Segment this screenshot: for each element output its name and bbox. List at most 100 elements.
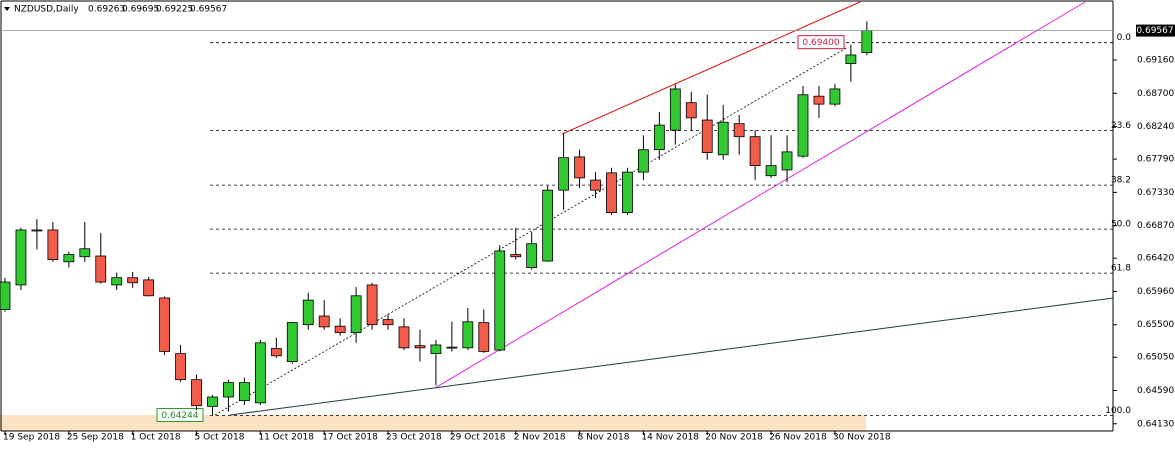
x-tick-label: 20 Nov 2018 — [705, 433, 763, 443]
candle-body — [669, 88, 681, 131]
fib-high-label: 0.69400 — [802, 38, 839, 48]
y-tick-label: 0.67330 — [1137, 188, 1174, 198]
y-tick-label: 0.68700 — [1137, 89, 1174, 99]
candle-body — [159, 297, 171, 352]
x-tick-label: 2 Nov 2018 — [514, 433, 566, 443]
candle-body — [701, 119, 713, 153]
candle-body — [430, 344, 442, 355]
x-tick-label: 1 Oct 2018 — [131, 433, 181, 443]
candle-body — [510, 254, 522, 258]
candle-body — [31, 229, 43, 232]
candle-body — [813, 95, 825, 105]
menu-arrow[interactable] — [4, 7, 10, 11]
y-tick-label: 0.66420 — [1137, 254, 1174, 264]
candle-body — [781, 151, 793, 171]
candle-body — [366, 284, 378, 326]
candle-body — [606, 172, 617, 214]
candle-body — [638, 149, 649, 173]
candle-body — [622, 171, 633, 214]
candle-body — [127, 277, 139, 284]
x-tick-label: 5 Oct 2018 — [195, 433, 245, 443]
candle-body — [79, 248, 91, 258]
candle-body — [749, 136, 761, 167]
x-tick-label: 30 Nov 2018 — [833, 433, 891, 443]
x-tick-label: 11 Oct 2018 — [258, 433, 314, 443]
x-tick-label: 8 Nov 2018 — [578, 433, 630, 443]
candle-body — [318, 315, 330, 328]
axes: 0.69160 0.68700 0.68240 0.67790 0.67330 0.668… — [1, 24, 1175, 443]
candle-body — [462, 321, 474, 349]
candle-body — [223, 382, 234, 398]
candle-body — [797, 94, 809, 157]
channel-line — [434, 1, 1086, 389]
candle-body — [143, 279, 155, 297]
x-tick-label: 19 Sep 2018 — [3, 433, 60, 443]
close: 0.69567 — [190, 5, 227, 15]
candle-body — [717, 121, 729, 156]
fib-label: 50.0 — [1111, 220, 1131, 230]
candle-body — [526, 243, 538, 268]
candle-body — [398, 326, 410, 349]
candle-body — [861, 30, 873, 53]
fib-low-box — [156, 408, 204, 423]
x-tick-label: 29 Oct 2018 — [450, 433, 506, 443]
low: 0.69225 — [156, 5, 193, 15]
candle-body — [685, 102, 697, 119]
fib-label: 61.8 — [1111, 264, 1131, 274]
candle-body — [95, 255, 107, 283]
symbol: NZDUSD,Daily — [14, 5, 79, 15]
candle-body — [558, 157, 569, 191]
fib-label: 23.6 — [1111, 121, 1131, 131]
candle-body — [207, 396, 218, 407]
channel-line — [561, 1, 861, 135]
y-tick-label: 0.68240 — [1137, 122, 1174, 132]
y-tick-label: 0.65050 — [1137, 353, 1174, 363]
candle-body — [765, 165, 777, 177]
candle-body — [238, 382, 250, 402]
x-tick-label: 17 Oct 2018 — [322, 433, 378, 443]
candle-body — [270, 348, 282, 357]
candle-body — [302, 299, 314, 326]
y-tick-label: 0.67790 — [1137, 155, 1174, 165]
open: 0.69263 — [88, 5, 125, 15]
fib-low-label: 0.64244 — [161, 411, 198, 421]
candle-body — [111, 277, 123, 286]
x-tick-label: 26 Nov 2018 — [769, 433, 827, 443]
candle-body — [47, 229, 59, 261]
y-tick-label: 0.64130 — [1137, 419, 1174, 429]
candle-body — [350, 295, 362, 334]
candle-body — [63, 254, 75, 263]
candle-body — [414, 345, 426, 349]
fib-label: 38.2 — [1111, 176, 1131, 186]
candle-body — [542, 189, 554, 262]
candle-body — [191, 379, 202, 407]
candle-body — [733, 123, 745, 138]
candles — [0, 21, 873, 416]
y-tick-label: 0.65500 — [1137, 320, 1174, 330]
candle-body — [254, 342, 266, 404]
price-box — [1136, 24, 1175, 37]
y-tick-label: 0.69160 — [1137, 56, 1174, 66]
candle-body — [15, 229, 27, 286]
candle-body — [845, 54, 857, 65]
x-tick-label: 25 Sep 2018 — [67, 433, 124, 443]
x-tick-label: 14 Nov 2018 — [641, 433, 699, 443]
candle-body — [494, 250, 506, 351]
candle-body — [286, 322, 298, 362]
candle-body — [382, 319, 394, 326]
candle-body — [590, 179, 601, 191]
candle-body — [574, 156, 585, 179]
candle-body — [446, 346, 458, 349]
candle-body — [175, 353, 186, 381]
y-tick-label: 0.64590 — [1137, 386, 1174, 396]
candle-body — [829, 88, 841, 105]
y-tick-label: 0.66870 — [1137, 221, 1174, 231]
candle-body — [334, 325, 346, 334]
high: 0.69695 — [122, 5, 159, 15]
y-tick-label: 0.65960 — [1137, 287, 1174, 297]
fib-zone — [0, 415, 866, 431]
candle-body — [0, 281, 11, 310]
fib-levels: 0.0 23.6 38.2 50.0 61.8 100.0 0.69400 0.64244 — [156, 33, 1131, 423]
